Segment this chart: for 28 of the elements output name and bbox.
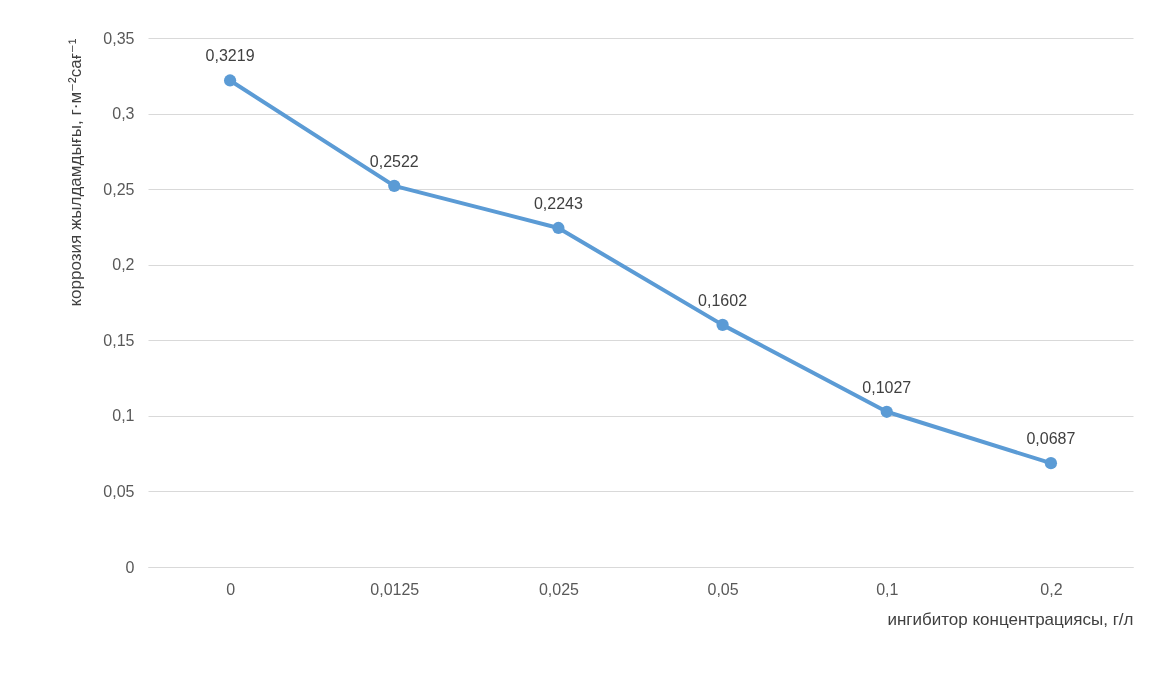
x-tick-label: 0,025 [538,580,580,598]
point [552,221,565,235]
x-tick-label: 0 [226,580,236,598]
data-label: 0,3219 [205,47,255,65]
x-tick-label: 0,1 [876,580,899,598]
x-tick-label: 0,05 [707,580,739,598]
point [716,318,729,331]
point [1044,457,1058,470]
point [223,74,237,87]
y-tick-label: 0,15 [103,331,135,349]
point [880,405,893,418]
data-label: 0,2522 [369,152,419,170]
y-tick-label: 0,3 [112,105,135,123]
x-axis-title: ингибитор концентрациясы, г/л [887,609,1134,629]
data-label: 0,2243 [533,194,583,212]
y-tick-label: 0,05 [103,482,135,500]
y-tick-label: 0 [125,558,135,576]
x-tick-label: 0,2 [1040,580,1063,598]
y-tick-label: 0,35 [103,29,135,47]
data-label: 0,1602 [698,291,748,309]
x-tick-label: 0,0125 [370,580,420,598]
y-axis-title: коррозия жылдамдығы, г·м⁻²сағ⁻¹ [66,38,86,307]
y-tick-label: 0,2 [112,256,135,274]
point [388,179,401,192]
data-label: 0,1027 [862,378,912,396]
y-tick-label: 0,25 [103,180,135,198]
y-tick-label: 0,1 [112,407,135,425]
data-label: 0,0687 [1026,430,1076,448]
